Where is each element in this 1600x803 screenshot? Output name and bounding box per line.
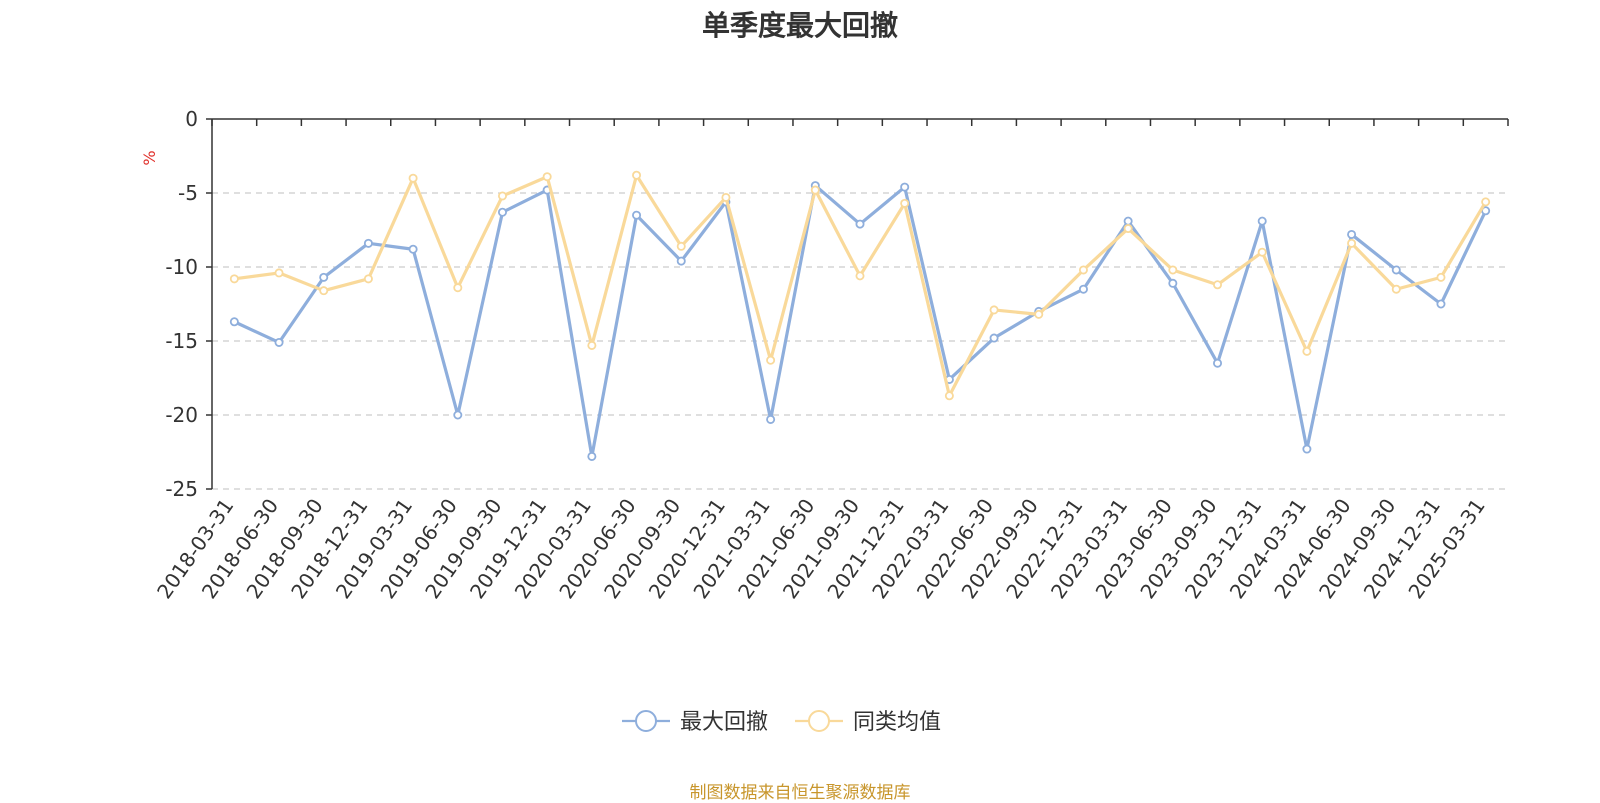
- y-axis-unit-label: %: [140, 150, 159, 165]
- y-tick-label: -15: [165, 329, 198, 353]
- data-point: [1078, 284, 1088, 294]
- data-point: [1257, 216, 1267, 226]
- data-point: [453, 283, 463, 293]
- legend-label: 同类均值: [853, 710, 941, 735]
- chart-title: 单季度最大回撤: [701, 9, 898, 42]
- data-point: [1213, 280, 1223, 290]
- data-point: [1391, 284, 1401, 294]
- data-point: [542, 172, 552, 182]
- data-point: [497, 207, 507, 217]
- data-source-note: 制图数据来自恒生聚源数据库: [689, 783, 911, 803]
- data-point: [944, 391, 954, 401]
- data-point: [1213, 358, 1223, 368]
- data-point: [497, 191, 507, 201]
- data-point: [900, 182, 910, 192]
- data-point: [1481, 197, 1491, 207]
- data-point: [1436, 299, 1446, 309]
- data-point: [810, 185, 820, 195]
- data-point: [363, 274, 373, 284]
- data-point: [1123, 224, 1133, 234]
- grid-lines: [212, 192, 1508, 490]
- data-point: [408, 173, 418, 183]
- y-tick-label: 0: [185, 107, 198, 131]
- data-point: [1123, 216, 1133, 226]
- data-point: [676, 241, 686, 251]
- y-tick-label: -5: [178, 181, 198, 205]
- y-tick-label: -10: [165, 255, 198, 279]
- data-point: [274, 268, 284, 278]
- data-point: [1034, 309, 1044, 319]
- data-point: [855, 271, 865, 281]
- legend-marker: [635, 710, 657, 732]
- data-point: [855, 219, 865, 229]
- data-point: [1078, 265, 1088, 275]
- data-point: [453, 410, 463, 420]
- data-point: [1168, 278, 1178, 288]
- legend-label: 最大回撤: [680, 710, 768, 735]
- series-2: [229, 170, 1491, 401]
- data-point: [676, 256, 686, 266]
- legend-item-1[interactable]: 最大回撤: [622, 710, 768, 735]
- data-point: [408, 244, 418, 254]
- data-point: [1391, 265, 1401, 275]
- data-point: [989, 305, 999, 315]
- data-point: [721, 192, 731, 202]
- data-point: [766, 355, 776, 365]
- y-tick-label: -20: [165, 403, 198, 427]
- data-point: [632, 170, 642, 180]
- data-point: [766, 414, 776, 424]
- data-point: [587, 451, 597, 461]
- data-point: [1168, 265, 1178, 275]
- data-point: [989, 333, 999, 343]
- data-point: [587, 340, 597, 350]
- data-point: [1436, 272, 1446, 282]
- data-point: [1302, 346, 1312, 356]
- data-point: [900, 198, 910, 208]
- data-point: [319, 272, 329, 282]
- series-lines: [229, 170, 1491, 461]
- data-point: [229, 317, 239, 327]
- data-point: [1347, 229, 1357, 239]
- legend[interactable]: 最大回撤 同类均值: [622, 710, 941, 735]
- data-point: [363, 238, 373, 248]
- data-point: [229, 274, 239, 284]
- data-point: [1347, 238, 1357, 248]
- data-point: [274, 337, 284, 347]
- data-point: [1257, 247, 1267, 257]
- data-point: [632, 210, 642, 220]
- legend-marker: [808, 710, 830, 732]
- data-point: [319, 286, 329, 296]
- data-point: [1302, 444, 1312, 454]
- series-1: [229, 181, 1491, 461]
- y-tick-label: -25: [165, 477, 198, 501]
- legend-item-2[interactable]: 同类均值: [795, 710, 941, 735]
